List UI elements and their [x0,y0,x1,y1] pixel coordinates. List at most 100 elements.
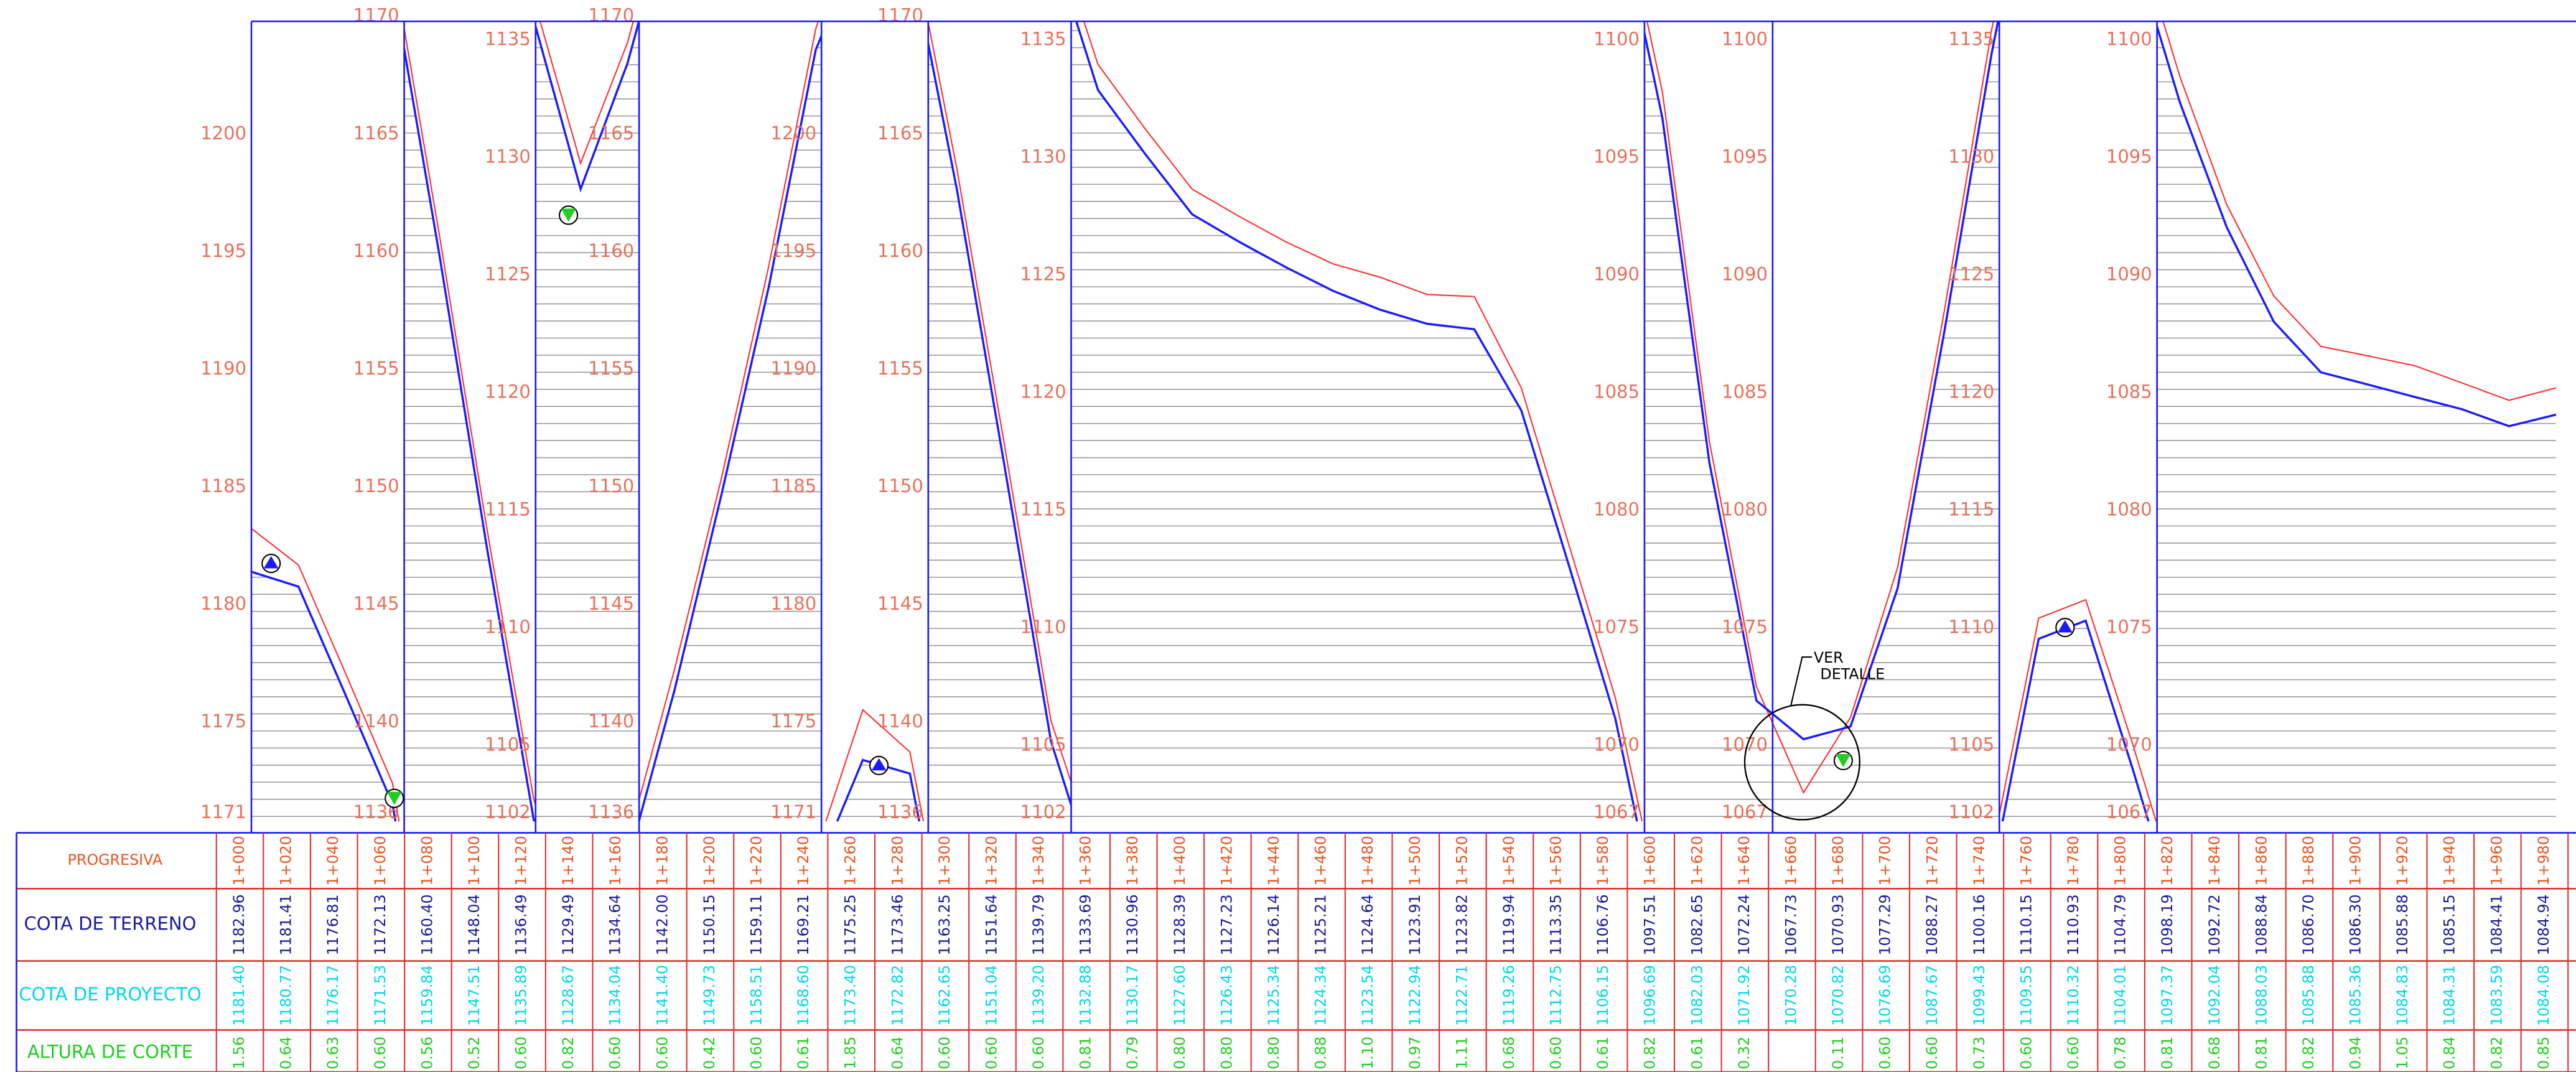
cell-value: 1123.54 [1359,965,1376,1026]
cell-value: 1+280 [889,836,906,885]
y-tick-label: 1136 [877,801,923,823]
cell-value: 1149.73 [701,965,718,1026]
cell-value: 1+260 [842,836,859,885]
y-tick-label: 1180 [200,593,246,614]
cell-value: 1088.84 [2252,894,2270,955]
annotation: DETALLE [1820,666,1885,683]
y-tick-label: 1125 [1948,264,1994,285]
y-tick-label: 1135 [1020,29,1066,50]
cell-value: 1084.31 [2441,965,2458,1026]
cell-value: 1096.69 [1641,965,1659,1026]
terrain-line [251,528,400,822]
y-tick-label: 1075 [1594,617,1640,638]
y-tick-label: 1105 [485,734,531,755]
cell-value: 1071.92 [1735,965,1753,1026]
y-tick-label: 1070 [1722,734,1768,755]
cell-value: 1141.40 [653,965,671,1026]
terrain-line [825,709,925,822]
cell-value: 0.64 [889,1037,906,1070]
cell-value: 1+780 [2065,836,2082,885]
cell-value: 1067.73 [1782,894,1799,955]
y-tick-label: 1120 [1948,381,1994,403]
y-tick-label: 1200 [770,123,816,144]
cell-value: 1119.26 [1500,965,1518,1026]
cell-value: 1+960 [2488,836,2505,885]
cell-value: 1104.01 [2112,965,2129,1026]
cell-value: 1098.19 [2158,894,2176,955]
y-tick-label: 1100 [1594,29,1640,50]
cell-value: 0.60 [1877,1037,1894,1070]
terrain-line [2162,21,2557,401]
project-line [404,42,536,822]
cell-value: 1172.82 [889,965,906,1026]
y-tick-label: 1067 [2106,801,2152,823]
markers: VER DETALLE [261,205,2075,821]
cell-value: 1076.69 [1877,965,1894,1026]
marker-up [261,554,281,574]
y-tick-label: 1085 [1722,381,1768,403]
cell-value: 1124.64 [1359,894,1376,955]
y-tick-label: 1160 [353,240,399,261]
cell-value: 1123.91 [1406,894,1424,955]
cell-value: 0.81 [1077,1037,1094,1070]
cell-value: 1077.29 [1877,894,1894,955]
y-tick-label: 1070 [2106,734,2152,755]
hatching [535,30,640,817]
cell-value: 1176.81 [324,894,342,955]
y-tick-label: 1160 [877,240,923,261]
cell-value: 1133.69 [1077,894,1094,955]
cell-value: 1173.40 [842,965,859,1026]
profile-panel [1071,21,1645,822]
y-tick-label: 1170 [877,5,923,26]
y-tick-label: 1075 [1722,617,1768,638]
cell-value: 1085.36 [2347,965,2364,1026]
cell-value: 1151.04 [982,965,1000,1026]
cell-value: 1128.39 [1171,894,1188,955]
cell-value: 0.82 [2300,1037,2317,1070]
y-tick-label: 1175 [770,711,816,732]
y-tick-label: 1165 [877,123,923,144]
project-line [639,33,822,822]
row-header: ALTURA DE CORTE [27,1041,193,1062]
terrain-line [639,21,819,803]
cell-value: 1+040 [324,836,342,885]
cell-value: 1097.37 [2158,965,2176,1026]
cell-value: 1+160 [607,836,624,885]
cell-value: 1176.17 [324,965,342,1026]
cell-value: 0.60 [1030,1037,1047,1070]
profile-panel [1772,21,2000,817]
y-tick-label: 1120 [485,381,531,403]
cell-value: 1070.82 [1829,965,1847,1026]
cell-value: 0.85 [2535,1037,2552,1070]
cell-value: 0.64 [278,1037,295,1070]
cell-value: 1083.59 [2488,965,2505,1026]
cell-value: 1+220 [748,836,765,885]
cell-value: 1181.41 [278,894,295,955]
cell-value: 1+900 [2347,836,2364,885]
cell-value: 1+840 [2206,836,2223,885]
cell-value: 1+520 [1453,836,1470,885]
cell-value: 1099.43 [1971,965,1988,1026]
cell-value: 1139.79 [1030,894,1047,955]
project-line [2001,619,2150,822]
cell-value: 1+300 [936,836,953,885]
cell-value: 1110.15 [2017,894,2035,955]
cell-value: 1084.08 [2535,965,2552,1026]
y-tick-label: 1190 [770,358,816,379]
y-tick-label: 1171 [200,801,246,823]
y-tick-label: 1150 [588,475,634,496]
terrain-line [1772,21,1994,795]
cell-value: 0.73 [1971,1037,1988,1070]
y-tick-label: 1125 [1020,264,1066,285]
y-tick-label: 1115 [485,499,531,520]
profile-panel [535,21,640,817]
marker-up [869,755,889,775]
cell-value: 1139.20 [1030,965,1047,1026]
y-tick-label: 1095 [1722,146,1768,167]
y-tick-label: 1130 [485,146,531,167]
cell-value: 1112.75 [1547,965,1565,1026]
cell-value: 1+620 [1688,836,1706,885]
cell-value: 1106.15 [1594,965,1612,1026]
cell-value: 1+440 [1265,836,1282,885]
cell-value: 1085.88 [2394,894,2411,955]
